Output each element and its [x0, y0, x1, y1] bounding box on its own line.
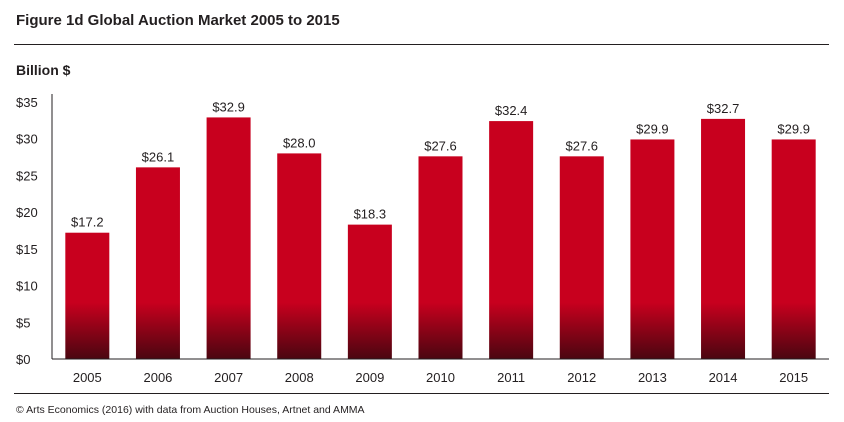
- bar-2013: [630, 139, 675, 359]
- x-axis: 2005 2006 2007 2008 2009 2010 2011 2012 2013 2014…: [52, 358, 829, 385]
- bar-2014: [701, 118, 746, 359]
- y-tick-label: $10: [16, 279, 38, 294]
- x-tick-label: 2010: [426, 370, 455, 385]
- bar-chart: $0 $5 $10 $15 $20 $25 $30 $35 $17.2 $26.1 $32.9 $2…: [16, 94, 829, 385]
- x-tick-label: 2008: [285, 370, 314, 385]
- bar-2009: [347, 224, 392, 359]
- bar-2005: [65, 232, 110, 359]
- y-tick-label: $0: [16, 352, 30, 367]
- top-rule: [14, 44, 829, 45]
- value-label-2014: $32.7: [707, 101, 740, 116]
- value-label-2009: $18.3: [354, 207, 387, 222]
- value-label-2010: $27.6: [424, 138, 457, 153]
- bottom-rule: [14, 393, 829, 394]
- x-tick-label: 2009: [355, 370, 384, 385]
- value-label-2008: $28.0: [283, 135, 316, 150]
- x-tick-label: 2011: [497, 370, 525, 385]
- x-tick-label: 2006: [143, 370, 172, 385]
- x-tick-label: 2014: [709, 370, 738, 385]
- y-tick-label: $25: [16, 168, 38, 183]
- figure-title: Figure 1d Global Auction Market 2005 to …: [16, 12, 340, 29]
- value-label-2005: $17.2: [71, 215, 104, 230]
- x-tick-label: 2012: [567, 370, 596, 385]
- bar-2008: [277, 153, 322, 359]
- bar-2015: [771, 139, 816, 359]
- y-axis-unit-label: Billion $: [16, 62, 71, 78]
- y-tick-label: $15: [16, 242, 38, 257]
- y-axis: $0 $5 $10 $15 $20 $25 $30 $35: [16, 94, 53, 367]
- y-tick-label: $30: [16, 132, 38, 147]
- y-tick-label: $20: [16, 205, 38, 220]
- value-label-2015: $29.9: [777, 121, 810, 136]
- bar-2011: [489, 121, 534, 359]
- x-tick-label: 2013: [638, 370, 667, 385]
- source-note: © Arts Economics (2016) with data from A…: [16, 404, 365, 416]
- value-label-2011: $32.4: [495, 103, 528, 118]
- bar-2012: [559, 156, 604, 359]
- x-tick-label: 2007: [214, 370, 243, 385]
- value-label-2006: $26.1: [142, 149, 175, 164]
- x-tick-label: 2015: [779, 370, 808, 385]
- y-tick-label: $5: [16, 315, 30, 330]
- bar-2007: [206, 117, 251, 359]
- value-label-2007: $32.9: [212, 99, 245, 114]
- y-tick-label: $35: [16, 95, 38, 110]
- bar-2006: [135, 167, 180, 359]
- bars: $17.2 $26.1 $32.9 $28.0 $18.3 $27.6 $32.4 $27.6…: [65, 99, 816, 359]
- value-label-2012: $27.6: [565, 138, 598, 153]
- bar-2010: [418, 156, 463, 359]
- value-label-2013: $29.9: [636, 121, 669, 136]
- x-tick-label: 2005: [73, 370, 102, 385]
